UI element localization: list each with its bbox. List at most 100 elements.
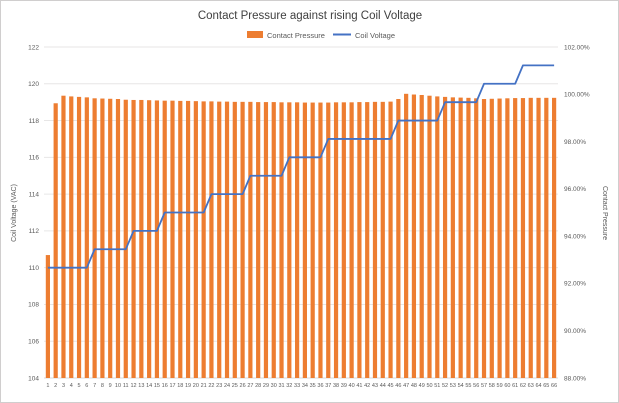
contact-pressure-bar — [271, 102, 276, 378]
right-axis-tick-labels: 102.00% 100.00% 98.00% 96.00% 94.00% 92.00% 90… — [564, 44, 590, 382]
x-axis-tick-label: 5 — [78, 383, 81, 389]
x-axis-tick-label: 50 — [426, 383, 432, 389]
left-axis-tick-label: 114 — [29, 191, 40, 198]
x-axis-tick-label: 38 — [333, 383, 339, 389]
x-axis-tick-label: 33 — [294, 383, 300, 389]
contact-pressure-bar — [139, 99, 144, 379]
contact-pressure-bar — [45, 255, 50, 378]
contact-pressure-bar — [458, 97, 463, 379]
contact-pressure-bar — [450, 97, 455, 378]
x-axis-tick-label: 42 — [364, 383, 370, 389]
x-axis-tick-labels: 1 2 3 4 5 6 7 8 9 10 11 12 13 14 15 16 17 18 19 20 21 22 23 24 2… — [46, 383, 557, 389]
contact-pressure-bar — [131, 99, 136, 379]
contact-pressure-bar — [435, 96, 440, 378]
x-axis-tick-label: 27 — [247, 383, 253, 389]
contact-pressure-bar — [279, 102, 284, 379]
contact-pressure-bar — [474, 98, 479, 379]
x-axis-tick-label: 57 — [481, 383, 487, 389]
left-axis-tick-label: 120 — [28, 81, 39, 88]
contact-pressure-bar — [53, 103, 58, 379]
contact-pressure-bar — [427, 95, 432, 378]
contact-pressure-bar — [240, 101, 245, 378]
contact-pressure-bar — [396, 99, 401, 378]
contact-pressure-bar — [115, 99, 121, 378]
contact-pressure-bar — [108, 98, 113, 378]
contact-pressure-bar — [263, 102, 269, 378]
x-axis-tick-label: 43 — [372, 383, 378, 389]
contact-pressure-bar — [544, 97, 549, 378]
contact-pressure-legend-swatch[interactable] — [247, 31, 263, 38]
contact-pressure-bar — [209, 101, 214, 378]
x-axis-tick-label: 44 — [380, 383, 386, 389]
contact-pressure-bar — [69, 96, 74, 378]
contact-pressure-bar — [466, 97, 471, 378]
left-axis-tick-label: 122 — [28, 44, 39, 51]
contact-pressure-bar — [380, 101, 385, 378]
x-axis-tick-label: 49 — [419, 383, 425, 389]
x-axis-tick-label: 15 — [154, 383, 160, 389]
contact-pressure-bar — [341, 102, 346, 379]
contact-pressure-bar — [505, 98, 510, 379]
left-axis-tick-label: 112 — [29, 228, 40, 235]
x-axis-tick-label: 13 — [138, 383, 144, 389]
contact-pressure-bar — [76, 96, 82, 379]
x-axis-tick-label: 63 — [528, 383, 534, 389]
contact-pressure-bar — [170, 100, 175, 379]
x-axis-tick-label: 48 — [411, 383, 417, 389]
contact-pressure-bar — [318, 102, 323, 378]
right-axis-tick-label: 98.00% — [564, 139, 586, 146]
x-axis-tick-label: 16 — [162, 383, 168, 389]
x-axis-tick-label: 55 — [465, 383, 471, 389]
contact-pressure-bar — [326, 102, 331, 378]
x-axis-tick-label: 59 — [497, 383, 503, 389]
right-axis-tick-label: 92.00% — [564, 281, 586, 288]
legend: Contact Pressure Coil Voltage — [247, 31, 395, 40]
x-axis-tick-label: 20 — [193, 383, 199, 389]
x-axis-tick-label: 19 — [185, 383, 191, 389]
x-axis-tick-label: 62 — [520, 383, 526, 389]
contact-pressure-bar — [419, 94, 424, 379]
contact-pressure-legend-label[interactable]: Contact Pressure — [267, 31, 325, 40]
contact-pressure-bar — [302, 102, 307, 378]
contact-pressure-bar — [520, 98, 526, 378]
x-axis-tick-label: 7 — [93, 383, 96, 389]
x-axis-tick-label: 36 — [317, 383, 323, 389]
contact-pressure-bar — [193, 101, 198, 378]
x-axis-tick-label: 28 — [255, 383, 261, 389]
x-axis-tick-label: 39 — [341, 383, 347, 389]
x-axis-tick-label: 53 — [450, 383, 456, 389]
contact-pressure-bar — [497, 98, 502, 378]
left-axis-tick-label: 116 — [29, 155, 40, 162]
x-axis-tick-label: 6 — [85, 383, 88, 389]
x-axis-tick-label: 18 — [177, 383, 183, 389]
contact-pressure-bars — [45, 93, 557, 379]
left-axis-tick-label: 108 — [28, 302, 39, 309]
x-axis-tick-label: 10 — [115, 383, 121, 389]
contact-pressure-bar — [123, 99, 128, 378]
x-axis-tick-label: 65 — [543, 383, 549, 389]
contact-pressure-bar — [528, 97, 533, 378]
contact-pressure-bar — [333, 102, 339, 379]
x-axis-tick-label: 47 — [403, 383, 409, 389]
contact-pressure-bar — [365, 102, 370, 378]
contact-pressure-bar — [489, 98, 494, 378]
x-axis-tick-label: 31 — [278, 383, 284, 389]
x-axis-tick-label: 22 — [208, 383, 214, 389]
contact-pressure-bar — [84, 97, 89, 378]
x-axis-tick-label: 30 — [271, 383, 277, 389]
x-axis-tick-label: 54 — [458, 383, 464, 389]
x-axis-tick-label: 29 — [263, 383, 269, 389]
x-axis-tick-label: 12 — [130, 383, 136, 389]
contact-pressure-bar — [349, 102, 354, 379]
x-axis-tick-label: 26 — [240, 383, 246, 389]
contact-pressure-bar — [185, 100, 191, 379]
x-axis-tick-label: 60 — [504, 383, 510, 389]
x-axis-tick-label: 9 — [109, 383, 112, 389]
contact-pressure-bar — [232, 101, 237, 378]
contact-pressure-bar — [481, 99, 487, 378]
x-axis-tick-label: 46 — [395, 383, 401, 389]
x-axis-tick-label: 34 — [302, 383, 308, 389]
x-axis-tick-label: 11 — [123, 383, 129, 389]
x-axis-tick-label: 8 — [101, 383, 104, 389]
coil-voltage-legend-label[interactable]: Coil Voltage — [355, 31, 395, 40]
